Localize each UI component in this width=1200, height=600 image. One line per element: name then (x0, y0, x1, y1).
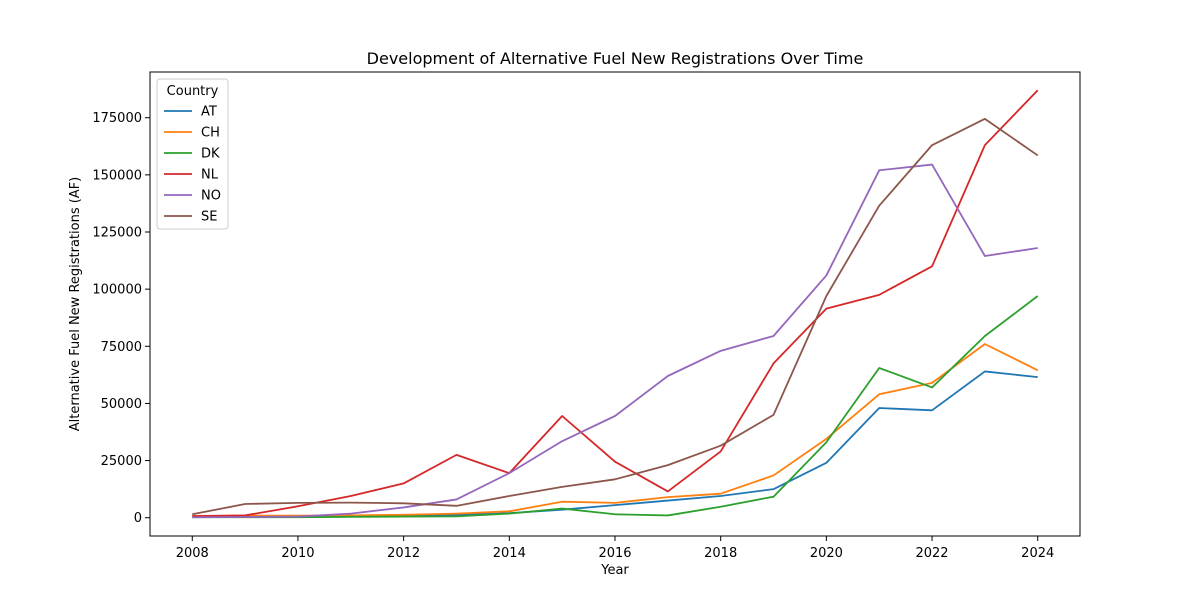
y-tick-label: 150000 (92, 168, 142, 183)
legend-label-ch: CH (201, 126, 220, 141)
legend-box (156, 78, 229, 230)
legend-label-nl: NL (201, 168, 219, 183)
series-line-dk (192, 295, 1039, 519)
y-axis: 0 25000 50000 75000 100000 125000 150000 175000 (92, 111, 150, 526)
x-tick-label: 2010 (281, 546, 314, 561)
y-tick-label: 175000 (92, 111, 142, 126)
y-axis-label: Alternative Fuel New Registrations (AF) (68, 177, 83, 432)
x-axis-label: Year (600, 563, 629, 578)
x-tick-label: 2024 (1021, 546, 1054, 561)
chart-title: Development of Alternative Fuel New Regi… (367, 49, 864, 68)
x-tick-label: 2020 (810, 546, 843, 561)
y-tick-label: 25000 (101, 454, 142, 469)
y-tick-label: 0 (134, 511, 142, 526)
legend-label-se: SE (201, 210, 217, 225)
plot-frame (149, 71, 1081, 537)
legend-entries: AT CH DK NL NO SE (164, 105, 221, 225)
x-tick-label: 2022 (915, 546, 948, 561)
y-tick-label: 125000 (92, 226, 142, 241)
x-tick-label: 2008 (176, 546, 209, 561)
series-line-ch (192, 343, 1039, 517)
x-tick-label: 2016 (598, 546, 631, 561)
series-line-nl (192, 89, 1039, 518)
x-axis: 2008 2010 2012 2014 2016 2018 2020 2022 2024 (176, 536, 1054, 561)
y-tick-label: 75000 (101, 340, 142, 355)
series-line-se (192, 117, 1039, 516)
legend-title: Country (167, 84, 219, 99)
x-tick-label: 2014 (493, 546, 526, 561)
legend: Country AT CH DK NL NO SE (156, 78, 229, 230)
legend-label-no: NO (201, 189, 221, 204)
legend-label-at: AT (201, 105, 217, 120)
x-tick-label: 2018 (704, 546, 737, 561)
y-tick-label: 100000 (92, 283, 142, 298)
y-tick-label: 50000 (101, 397, 142, 412)
legend-label-dk: DK (201, 147, 220, 162)
series-line-no (192, 163, 1038, 519)
series-lines (192, 89, 1039, 519)
x-tick-label: 2012 (387, 546, 420, 561)
